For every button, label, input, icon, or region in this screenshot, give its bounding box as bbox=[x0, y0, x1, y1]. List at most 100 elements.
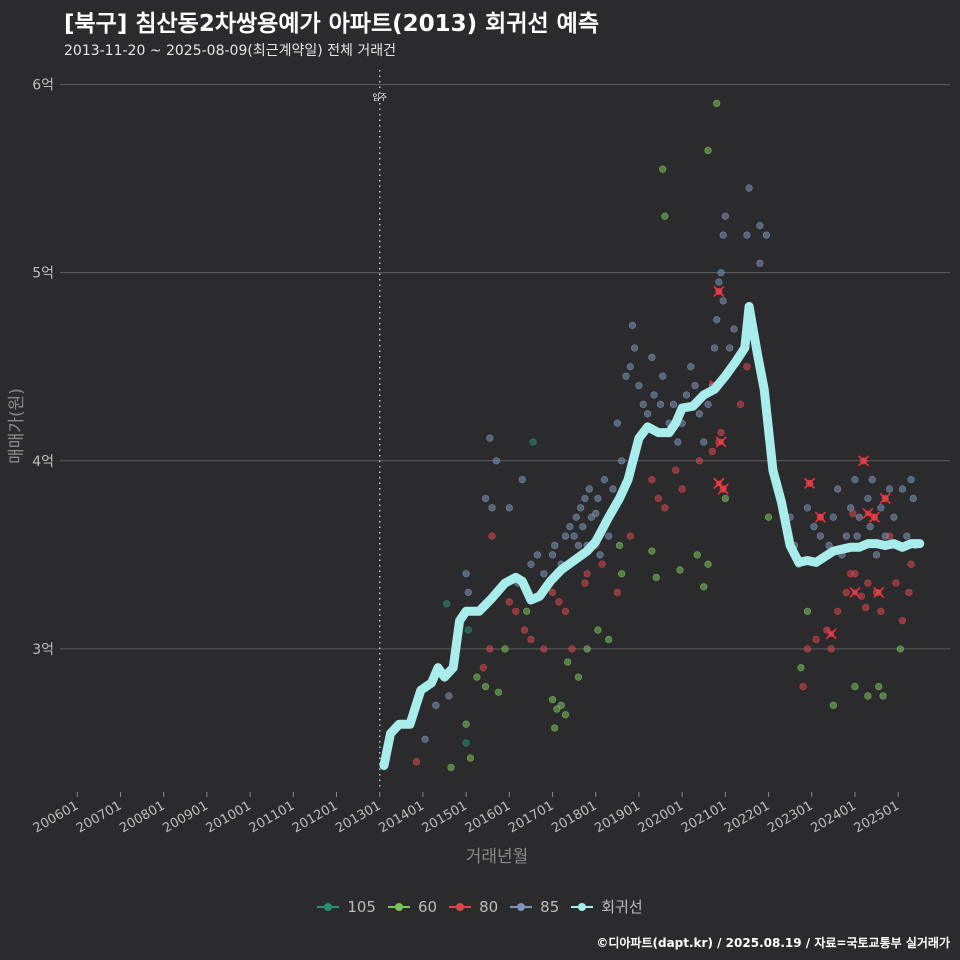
point-85 bbox=[842, 532, 850, 540]
point-85 bbox=[548, 551, 557, 559]
point-80 bbox=[736, 400, 745, 408]
point-85 bbox=[585, 485, 593, 493]
legend-key-dot bbox=[324, 902, 333, 911]
point-85 bbox=[855, 513, 863, 521]
point-85 bbox=[695, 410, 704, 418]
x-tick-label: 201501 bbox=[420, 798, 470, 836]
point-60 bbox=[879, 692, 887, 700]
point-60 bbox=[764, 513, 773, 521]
y-axis-title: 매매가(원) bbox=[7, 388, 27, 464]
data-points bbox=[412, 99, 920, 772]
point-85 bbox=[505, 504, 513, 512]
point-85 bbox=[650, 391, 658, 399]
x-tick-label: 201201 bbox=[290, 798, 340, 836]
point-85 bbox=[561, 532, 570, 540]
point-85 bbox=[710, 344, 719, 352]
point-80 bbox=[907, 560, 915, 568]
point-60 bbox=[704, 560, 712, 568]
point-60 bbox=[561, 711, 570, 719]
legend-key-dot bbox=[517, 902, 526, 911]
point-85 bbox=[445, 692, 453, 700]
point-85 bbox=[890, 513, 898, 521]
point-80 bbox=[527, 635, 535, 644]
point-105 bbox=[462, 739, 470, 747]
point-85 bbox=[618, 457, 626, 465]
highlight-dot bbox=[864, 510, 871, 517]
highlight-dot bbox=[715, 480, 722, 487]
highlight-marker bbox=[879, 492, 891, 504]
x-tick-label: 202201 bbox=[722, 798, 772, 836]
point-85 bbox=[421, 735, 429, 743]
x-tick-label: 201301 bbox=[333, 798, 383, 836]
point-85 bbox=[639, 400, 647, 408]
point-80 bbox=[486, 645, 494, 653]
x-tick-label: 201901 bbox=[592, 798, 642, 836]
x-tick-label: 202301 bbox=[765, 798, 815, 836]
highlight-marker bbox=[814, 511, 826, 523]
point-85 bbox=[715, 278, 723, 286]
point-60 bbox=[605, 635, 613, 644]
highlight-dot bbox=[851, 589, 858, 596]
x-tick-label: 202001 bbox=[636, 798, 686, 836]
point-85 bbox=[877, 504, 885, 512]
point-85 bbox=[481, 494, 490, 503]
x-tick-label: 200601 bbox=[31, 798, 81, 836]
point-85 bbox=[909, 494, 917, 503]
point-85 bbox=[622, 372, 630, 380]
legend-item-85: 85 bbox=[510, 898, 559, 916]
x-tick-label: 201801 bbox=[549, 798, 599, 836]
point-80 bbox=[512, 607, 520, 615]
point-85 bbox=[648, 353, 656, 361]
point-85 bbox=[551, 541, 559, 550]
point-60 bbox=[557, 701, 565, 709]
point-85 bbox=[540, 570, 548, 578]
point-85 bbox=[577, 504, 585, 512]
highlight-dot bbox=[720, 486, 727, 493]
point-80 bbox=[834, 607, 842, 615]
x-axis-title: 거래년월 bbox=[466, 847, 529, 867]
point-85 bbox=[903, 532, 911, 540]
point-60 bbox=[700, 583, 708, 591]
highlight-dot bbox=[715, 288, 722, 295]
point-80 bbox=[648, 476, 656, 484]
point-85 bbox=[462, 570, 470, 578]
point-85 bbox=[533, 551, 542, 559]
legend-key bbox=[510, 900, 533, 914]
x-tick-label: 202101 bbox=[679, 798, 729, 836]
legend-item-회귀선: 회귀선 bbox=[571, 896, 643, 917]
point-85 bbox=[518, 476, 526, 484]
highlight-marker bbox=[713, 285, 725, 298]
point-85 bbox=[853, 532, 861, 540]
point-80 bbox=[898, 617, 907, 625]
point-60 bbox=[594, 626, 602, 634]
point-60 bbox=[648, 547, 656, 555]
chart-title: [북구] 침산동2차쌍용예가 아파트(2013) 회귀선 예측 bbox=[64, 11, 599, 37]
point-85 bbox=[464, 588, 472, 597]
point-80 bbox=[708, 447, 716, 455]
point-85 bbox=[605, 532, 613, 540]
highlight-dot bbox=[871, 514, 878, 521]
point-85 bbox=[574, 541, 583, 550]
legend-item-105: 105 bbox=[317, 898, 376, 916]
axis-labels: 3억4억5억6억20060120070120080120090120100120… bbox=[7, 78, 902, 867]
point-80 bbox=[847, 570, 855, 578]
point-85 bbox=[847, 504, 855, 512]
point-85 bbox=[864, 494, 872, 503]
point-85 bbox=[719, 297, 727, 305]
point-60 bbox=[447, 763, 455, 772]
point-80 bbox=[842, 588, 850, 597]
point-80 bbox=[479, 664, 487, 672]
x-tick-label: 202401 bbox=[808, 798, 858, 836]
point-85 bbox=[717, 269, 725, 277]
legend-label: 회귀선 bbox=[601, 898, 643, 916]
highlight-dot bbox=[806, 480, 813, 487]
highlight-marker bbox=[858, 455, 870, 467]
highlight-marker bbox=[804, 477, 816, 489]
point-85 bbox=[594, 494, 602, 503]
x-tick-label: 202501 bbox=[852, 798, 902, 836]
point-60 bbox=[661, 212, 669, 220]
point-80 bbox=[598, 560, 606, 568]
point-85 bbox=[596, 551, 604, 559]
highlight-dot bbox=[875, 589, 882, 596]
point-85 bbox=[803, 504, 812, 512]
